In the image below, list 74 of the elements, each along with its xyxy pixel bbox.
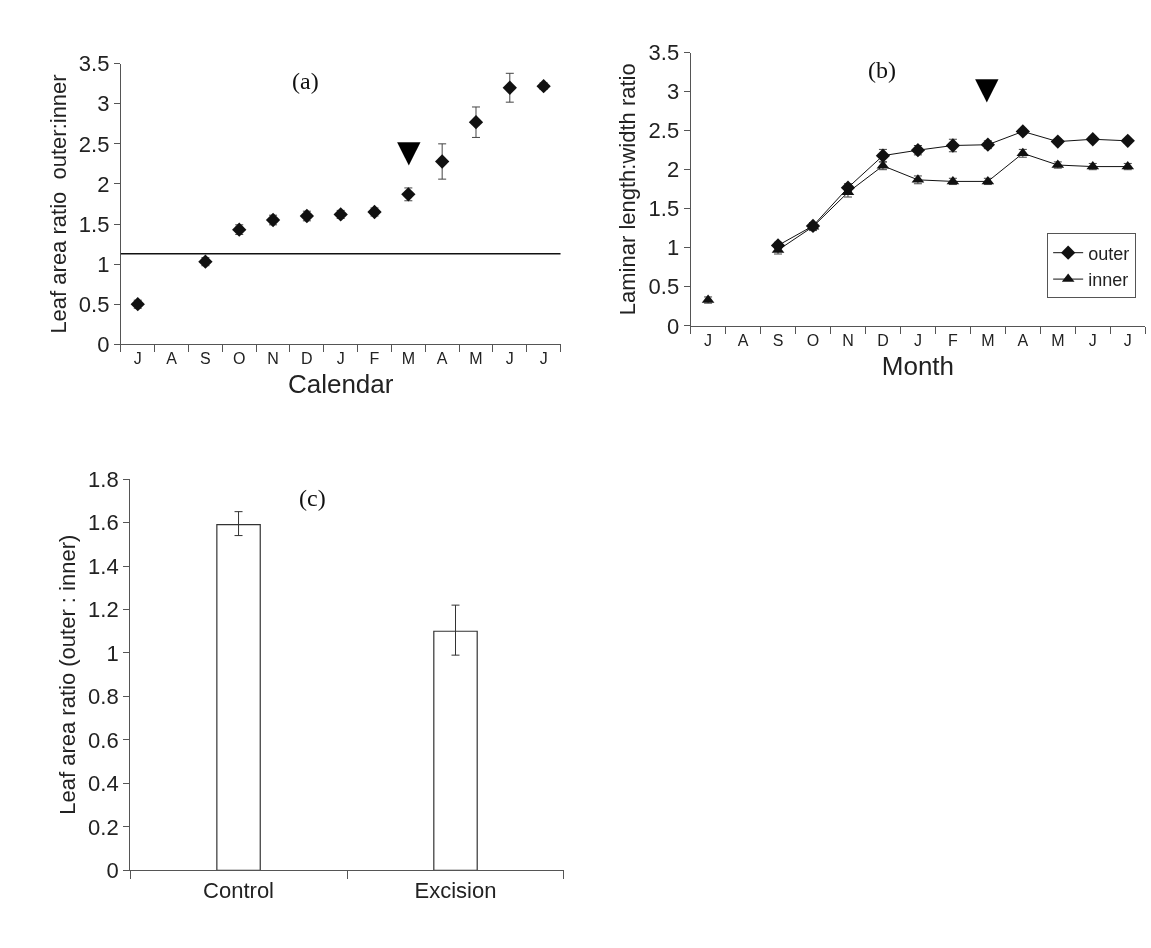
y-tick-label: 3 <box>666 79 680 105</box>
x-tick-label: J <box>505 350 514 368</box>
y-tick-label: 2.5 <box>78 131 110 157</box>
y-tick-label: 0.4 <box>88 771 119 797</box>
y-tick-label: 1.2 <box>88 597 119 623</box>
x-tick-label: J <box>336 350 345 368</box>
y-axis-title: Leaf area ratio outer:inner <box>45 74 71 334</box>
chart-title: (c) <box>299 485 326 511</box>
y-tick-label: 0.5 <box>78 291 110 317</box>
legend-label: inner <box>1088 270 1129 291</box>
x-tick-label: S <box>200 350 211 368</box>
x-tick-label: F <box>948 332 959 350</box>
y-tick-label: 1 <box>666 235 680 261</box>
x-tick-label: M <box>469 350 483 368</box>
y-tick-label: 3.5 <box>648 40 680 66</box>
point <box>1050 134 1065 149</box>
x-tick-label: O <box>806 332 820 350</box>
point <box>435 154 450 169</box>
x-tick-label: M <box>401 350 415 368</box>
x-tick-label: O <box>233 350 246 368</box>
x-tick-label: M <box>1051 332 1065 350</box>
x-tick-label: A <box>737 332 749 350</box>
x-tick-label: J <box>539 350 548 368</box>
y-tick-label: 1.8 <box>88 466 119 492</box>
y-axis-title: Laminar length:width ratio <box>615 63 641 316</box>
y-tick-label: 0.2 <box>88 814 119 840</box>
x-tick-label: N <box>842 332 854 350</box>
annotation: ▼ <box>389 129 429 173</box>
point <box>1015 124 1030 139</box>
x-tick-label: Control <box>203 877 274 903</box>
x-tick-label: F <box>369 350 380 368</box>
x-tick-label: A <box>1017 332 1029 350</box>
x-tick-label: Excision <box>414 877 497 903</box>
y-tick-label: 1.5 <box>78 211 110 237</box>
x-tick-label: A <box>436 350 448 368</box>
x-tick-label: A <box>166 350 178 368</box>
x-axis-title: Month <box>881 350 955 381</box>
point <box>468 115 484 130</box>
x-tick-label: M <box>981 332 995 350</box>
y-tick-label: 0 <box>666 313 680 339</box>
y-tick-label: 0.6 <box>88 727 119 753</box>
x-tick-label: D <box>877 332 889 350</box>
x-tick-label: J <box>913 332 922 350</box>
point <box>1085 132 1100 147</box>
y-tick-label: 3 <box>97 91 110 117</box>
y-tick-label: 2 <box>666 157 680 183</box>
chart-title: (a) <box>292 68 319 94</box>
y-tick-label: 1.6 <box>88 510 119 536</box>
x-tick-label: J <box>1088 332 1097 350</box>
y-tick-label: 1 <box>106 640 119 666</box>
x-tick-label: J <box>1123 332 1132 350</box>
point <box>502 80 517 95</box>
y-tick-label: 0 <box>106 858 119 884</box>
x-axis-title: Calendar <box>287 369 394 400</box>
y-tick-label: 2 <box>97 171 110 197</box>
point <box>1120 133 1135 148</box>
x-tick-label: N <box>267 350 279 368</box>
y-tick-label: 1.4 <box>88 553 119 579</box>
y-tick-label: 1 <box>97 251 110 277</box>
x-tick-label: J <box>133 350 142 368</box>
legend-label: outer <box>1088 243 1130 264</box>
annotation: ▼ <box>967 66 1007 110</box>
y-tick-label: 2.5 <box>648 118 680 144</box>
y-axis-title: Leaf area ratio (outer : inner) <box>54 534 80 815</box>
y-tick-label: 3.5 <box>78 51 110 77</box>
x-tick-label: J <box>704 332 713 350</box>
y-tick-label: 0.8 <box>88 684 119 710</box>
x-tick-label: S <box>772 332 784 350</box>
y-tick-label: 1.5 <box>648 196 680 222</box>
point <box>536 78 551 94</box>
x-tick-label: D <box>301 350 313 368</box>
chart-title: (b) <box>868 57 896 83</box>
y-tick-label: 0 <box>97 331 110 357</box>
y-tick-label: 0.5 <box>648 274 680 300</box>
